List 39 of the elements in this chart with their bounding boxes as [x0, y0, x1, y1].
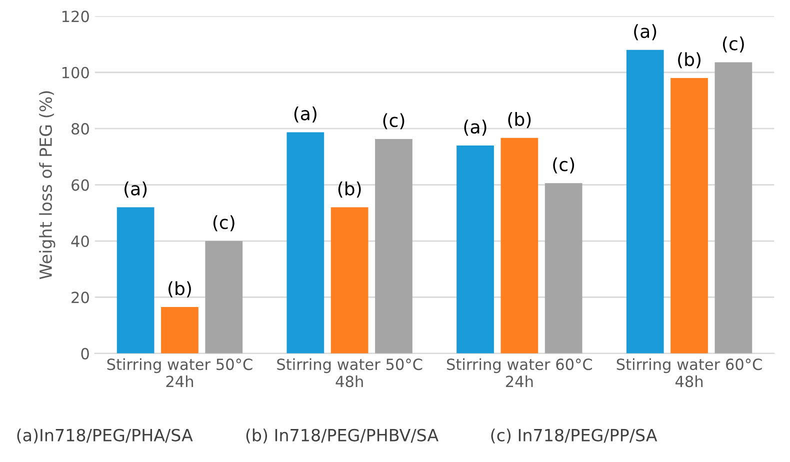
y-tick-label: 20	[72, 292, 89, 304]
x-tick-label: Stirring water 50°C 24h	[107, 358, 252, 388]
data-label: (c)	[553, 157, 574, 174]
data-label: (c)	[722, 36, 744, 53]
bar	[205, 241, 243, 354]
x-tick-label: Stirring water 60°C 24h	[447, 358, 592, 388]
bar	[544, 183, 582, 354]
text: (a)In718/PEG/PHA/SA	[17, 428, 193, 444]
bar	[626, 50, 664, 354]
bar	[714, 62, 752, 354]
y-tick-label: 0	[81, 348, 89, 360]
data-label: (b)	[678, 52, 700, 68]
text: (b) In718/PEG/PHBV/SA	[246, 428, 438, 444]
data-label: (b)	[508, 112, 531, 128]
bar	[375, 138, 412, 354]
data-label: (a)	[464, 120, 486, 136]
bar	[670, 78, 708, 354]
data-label: (c)	[213, 215, 234, 232]
x-tick-label: Stirring water 60°C 48h	[616, 358, 762, 388]
x-tick-label: Stirring water 50°C 48h	[277, 358, 422, 388]
data-label: (a)	[294, 106, 316, 123]
y-axis-title: Weight loss of PEG (%)	[39, 91, 56, 280]
text: (c) In718/PEG/PP/SA	[491, 428, 658, 444]
data-label: (c)	[383, 113, 404, 130]
bar	[116, 207, 154, 354]
y-tick-label: 60	[72, 179, 89, 191]
data-label: (a)	[124, 181, 147, 198]
y-tick-label: 100	[62, 66, 89, 78]
y-tick-label: 40	[71, 235, 89, 248]
y-tick-label: 120	[62, 10, 89, 22]
bar	[330, 207, 368, 354]
bar	[161, 307, 198, 354]
data-label: (b)	[338, 181, 361, 198]
bar	[286, 132, 324, 354]
data-label: (a)	[634, 24, 656, 40]
bar	[456, 145, 494, 354]
data-label: (b)	[168, 281, 191, 298]
bar	[500, 138, 538, 354]
y-tick-label: 80	[72, 123, 89, 135]
